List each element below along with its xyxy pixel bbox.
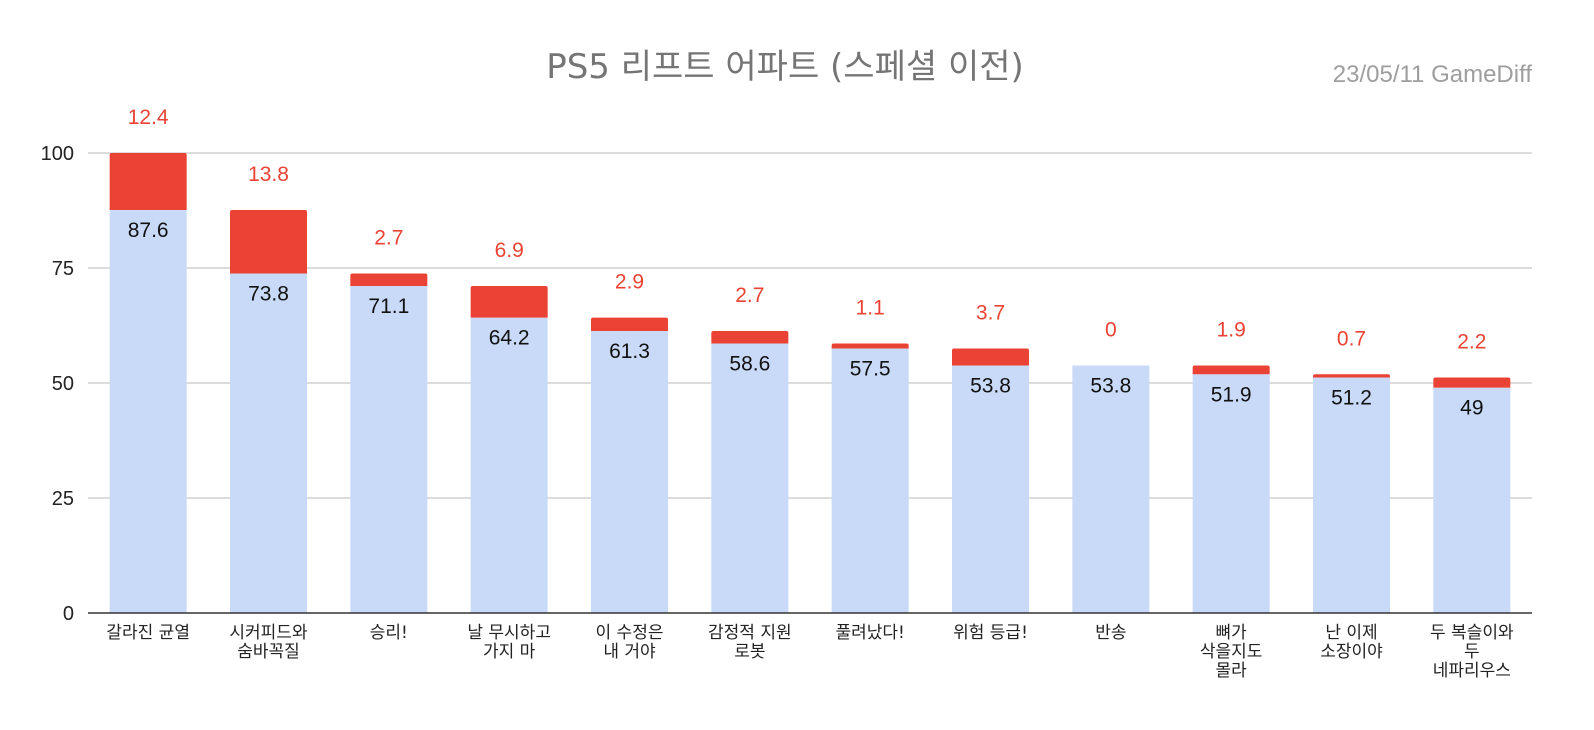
category-label: 반송 <box>1095 623 1126 643</box>
bar-base <box>109 210 187 614</box>
upgrade-value-label: 1.1 <box>856 296 885 319</box>
upgrade-value-label: 2.2 <box>1457 330 1486 353</box>
chart-subtitle: 23/05/11 GameDiff <box>1333 61 1533 88</box>
upgrade-value-label: 2.7 <box>374 227 403 250</box>
upgrade-value-label: 0.7 <box>1337 327 1366 350</box>
category-label: 가지 마 <box>483 642 536 662</box>
category-label: 승리! <box>370 623 408 643</box>
base-value-label: 64.2 <box>489 327 530 350</box>
y-tick-label: 25 <box>52 488 74 510</box>
base-value-label: 49 <box>1460 397 1483 420</box>
category-label: 난 이제 <box>1325 623 1377 643</box>
base-value-label: 71.1 <box>368 295 409 318</box>
bar-upgrade <box>109 153 187 211</box>
category-label: 네파리우스 <box>1433 661 1511 681</box>
base-value-label: 53.8 <box>1090 375 1131 398</box>
bar-upgrade <box>711 331 789 344</box>
bar-upgrade <box>470 285 548 318</box>
base-value-label: 51.9 <box>1211 383 1252 406</box>
category-label: 두 <box>1464 642 1480 662</box>
bar-upgrade <box>831 343 909 349</box>
category-label: 시커피드와 <box>229 623 308 643</box>
category-label: 감정적 지원 <box>708 623 792 643</box>
bar-base <box>711 343 789 613</box>
category-label: 숨바꼭질 <box>237 642 300 662</box>
bar-upgrade <box>1192 365 1270 375</box>
category-label: 날 무시하고 <box>467 623 551 643</box>
upgrade-value-label: 6.9 <box>495 239 524 262</box>
bar-upgrade <box>229 210 308 274</box>
bar-base <box>1072 365 1150 613</box>
base-value-label: 87.6 <box>128 219 169 242</box>
category-label: 갈라진 균열 <box>106 623 190 643</box>
category-label: 내 거야 <box>603 642 656 662</box>
upgrade-value-label: 13.8 <box>248 163 289 186</box>
bar-upgrade <box>350 273 428 286</box>
gridlines <box>88 152 1532 499</box>
bar-base <box>1192 374 1270 613</box>
chart-title: PS5 리프트 어파트 (스페셜 이전) <box>546 47 1024 87</box>
base-value-label: 51.2 <box>1331 386 1372 409</box>
upgrade-value-label: 1.9 <box>1217 319 1246 342</box>
bar-upgrade <box>1433 377 1511 388</box>
category-label: 뼈가 <box>1216 623 1248 643</box>
category-label: 로봇 <box>734 642 765 662</box>
upgrade-value-label: 2.7 <box>735 284 764 307</box>
bar-base <box>590 331 669 613</box>
base-value-label: 53.8 <box>970 375 1011 398</box>
base-value-label: 58.6 <box>729 352 770 375</box>
base-value-label: 73.8 <box>248 283 289 306</box>
category-label: 이 수정은 <box>596 623 664 643</box>
upgrade-value-label: 0 <box>1105 319 1117 342</box>
upgrade-value-label: 2.9 <box>615 271 644 294</box>
bar-base <box>470 317 548 613</box>
upgrade-value-label: 3.7 <box>976 302 1005 325</box>
category-label: 소장이야 <box>1320 642 1383 662</box>
category-label: 몰라 <box>1216 661 1248 681</box>
bar-base <box>350 285 428 613</box>
category-label: 풀려났다! <box>835 623 904 643</box>
bar-base <box>229 273 308 613</box>
category-label: 삭을지도 <box>1200 642 1263 662</box>
bar-upgrade <box>1312 374 1391 378</box>
y-tick-label: 50 <box>52 373 74 395</box>
bar-upgrade <box>590 317 669 332</box>
bar-base <box>831 348 909 613</box>
bar-base <box>1433 387 1511 613</box>
y-tick-label: 100 <box>41 143 74 165</box>
data-labels: 87.6 12.4 73.8 13.8 71.1 2.7 64.2 6.9 61.3 2.9 58.… <box>128 106 1487 420</box>
base-value-label: 61.3 <box>609 340 650 363</box>
bar-base <box>951 365 1030 613</box>
upgrade-value-label: 12.4 <box>128 106 169 129</box>
y-axis-ticks: 0 25 50 75 100 <box>41 143 74 625</box>
bar-upgrade <box>951 348 1030 366</box>
category-label: 두 복슬이와 <box>1430 623 1514 643</box>
category-label: 위험 등급! <box>953 623 1028 643</box>
y-tick-label: 75 <box>52 258 74 280</box>
bars <box>109 153 1511 614</box>
y-tick-label: 0 <box>63 603 74 625</box>
base-value-label: 57.5 <box>850 358 891 381</box>
bar-base <box>1312 377 1391 613</box>
